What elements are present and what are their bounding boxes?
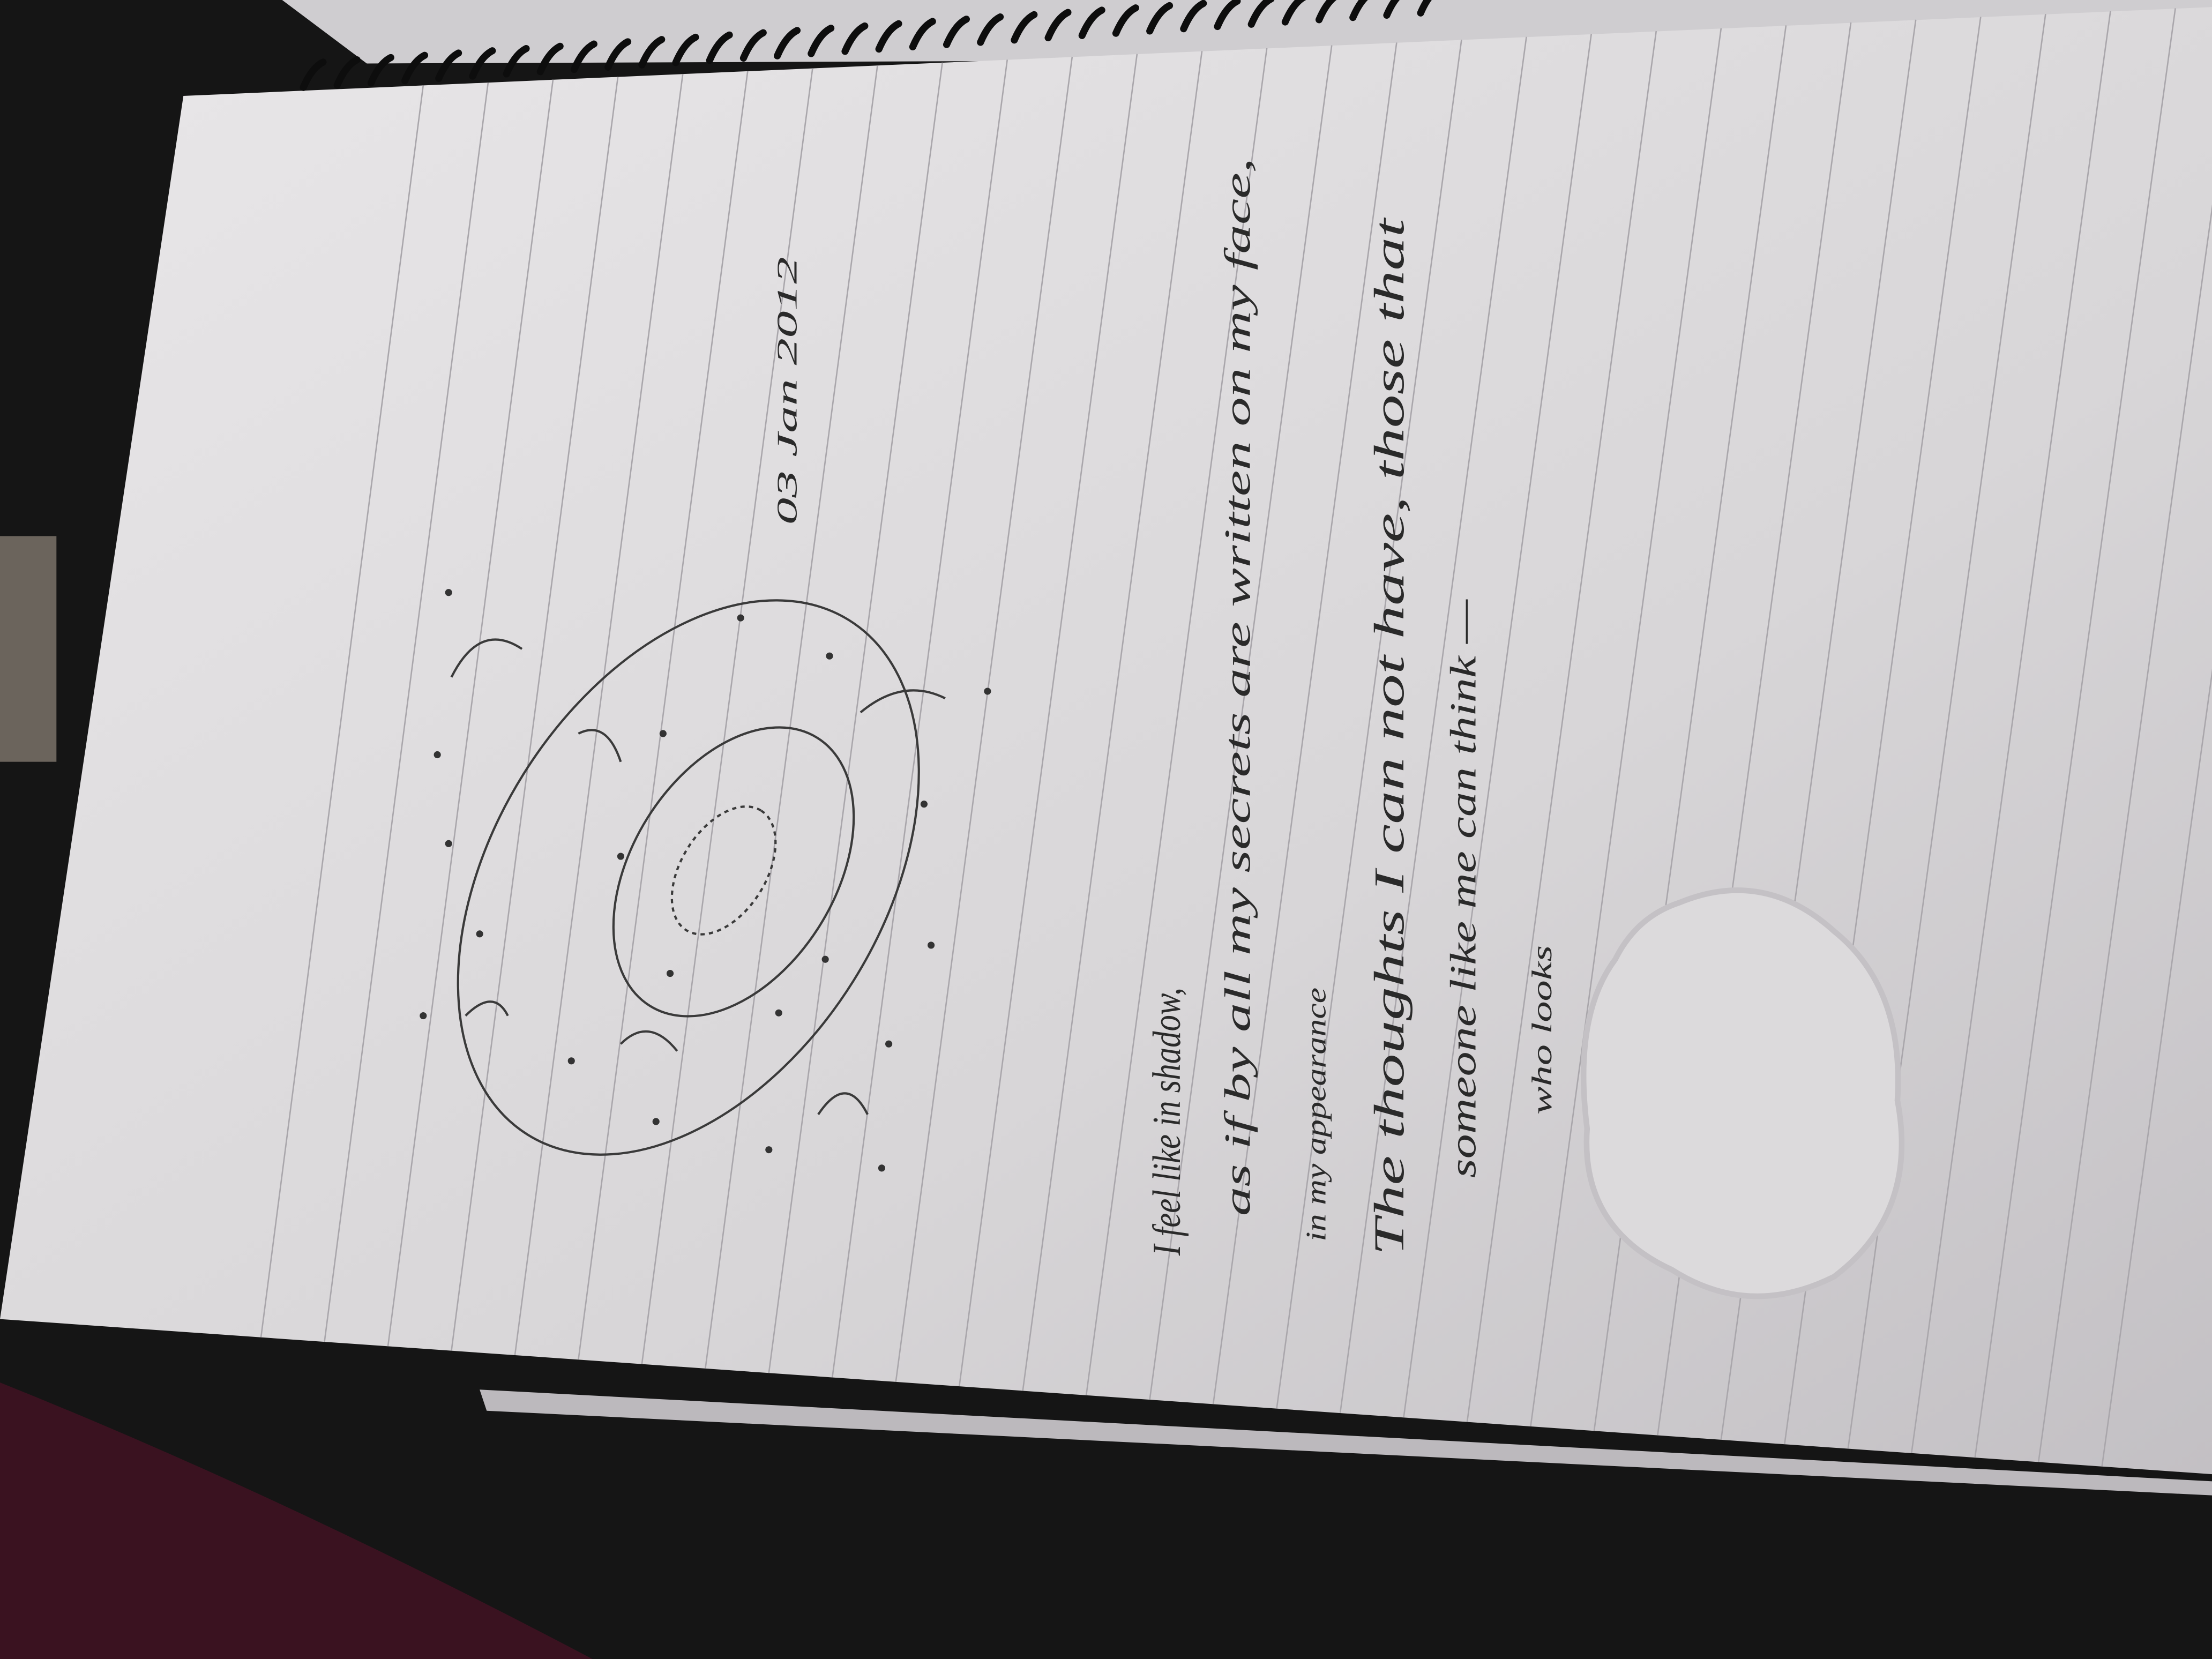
spiral-loop — [1011, 11, 1038, 44]
spiral-loop — [672, 33, 699, 66]
spiral-loop — [1146, 2, 1174, 35]
page-edge — [480, 1389, 2212, 1496]
rule-line — [705, 65, 878, 1369]
cotton-pad — [1580, 887, 1905, 1299]
spiral-loop — [909, 18, 936, 50]
spiral-loop — [739, 29, 767, 62]
spiral-loop — [977, 13, 1004, 46]
rule-line — [958, 54, 1138, 1387]
spiral-loop — [706, 31, 733, 64]
rule-line — [1339, 36, 1527, 1413]
middle-ring — [612, 726, 855, 1018]
rule-line — [578, 71, 749, 1360]
rule-line — [1149, 45, 1333, 1400]
rule-line — [451, 77, 619, 1351]
spiral-loop — [638, 36, 666, 69]
spiral-loop — [1281, 0, 1306, 26]
poem-line: The thoughts I can not have, those that — [1366, 217, 1413, 1256]
rule-line — [260, 85, 424, 1337]
spiral-loop — [808, 25, 835, 57]
rule-line — [895, 56, 1073, 1382]
rule-line — [1276, 39, 1462, 1409]
poem-line: as if by all my secrets are written on m… — [1217, 158, 1258, 1216]
sketch-dots — [420, 589, 991, 1172]
spiral-loop — [604, 38, 632, 71]
spiral-loop — [1112, 4, 1139, 37]
spiral-loop — [841, 22, 869, 55]
spiral-loop — [943, 16, 970, 48]
spiral-loop — [435, 49, 462, 82]
rule-line — [1403, 34, 1592, 1418]
notebook-page — [0, 7, 2212, 1475]
outer-ring — [457, 599, 920, 1156]
spiral-loop — [300, 58, 327, 91]
date: 03 Jan 2012 — [772, 257, 803, 525]
spiral-loop — [469, 47, 496, 80]
rule-line — [324, 82, 489, 1342]
rule-line — [1022, 51, 1203, 1391]
spiral-loop — [503, 44, 530, 78]
spiral-loop — [401, 51, 429, 85]
rule-line — [1530, 28, 1722, 1426]
rule-line — [2037, 204, 2212, 1462]
spiral-loop — [1349, 0, 1368, 21]
spiral-loop — [536, 42, 564, 76]
spiral-loop — [774, 27, 801, 59]
poem-insertion: who looks — [1527, 945, 1558, 1115]
spiral-loop — [1180, 0, 1207, 33]
spiral-loop — [1044, 9, 1072, 42]
rule-line — [1085, 48, 1268, 1395]
poem-insertion: in my appearance — [1301, 988, 1332, 1242]
spiral-loop — [1214, 0, 1241, 31]
spiral-loop — [570, 40, 597, 73]
spiral-loop — [875, 20, 902, 53]
spiral-loop — [1315, 0, 1337, 24]
rule-line — [1212, 42, 1398, 1404]
rule-line — [514, 73, 684, 1356]
rule-line — [2101, 668, 2212, 1467]
spiral-loop — [333, 56, 361, 89]
rule-line — [1974, 8, 2176, 1458]
spiral-drawing — [450, 599, 946, 1156]
rule-line — [768, 62, 943, 1373]
spiral-loop — [367, 54, 394, 87]
spiral-binding — [300, 0, 1432, 91]
inner-ring — [670, 805, 777, 936]
rule-line — [1466, 31, 1657, 1422]
surface — [0, 536, 57, 762]
cloth — [0, 1382, 593, 1659]
spiral-loop — [1247, 0, 1275, 28]
rule-line — [387, 79, 554, 1347]
poem-line: someone like me can think — — [1443, 599, 1484, 1178]
poem-line: I feel like in shadow, — [1145, 988, 1189, 1256]
rule-line — [831, 59, 1008, 1378]
spiral-loop — [1383, 0, 1400, 19]
rule-line — [1911, 11, 2111, 1453]
rule-line — [641, 68, 813, 1364]
sketch-strokes — [450, 638, 946, 1116]
spiral-loop — [1417, 0, 1432, 17]
spiral-loop — [1078, 6, 1105, 39]
